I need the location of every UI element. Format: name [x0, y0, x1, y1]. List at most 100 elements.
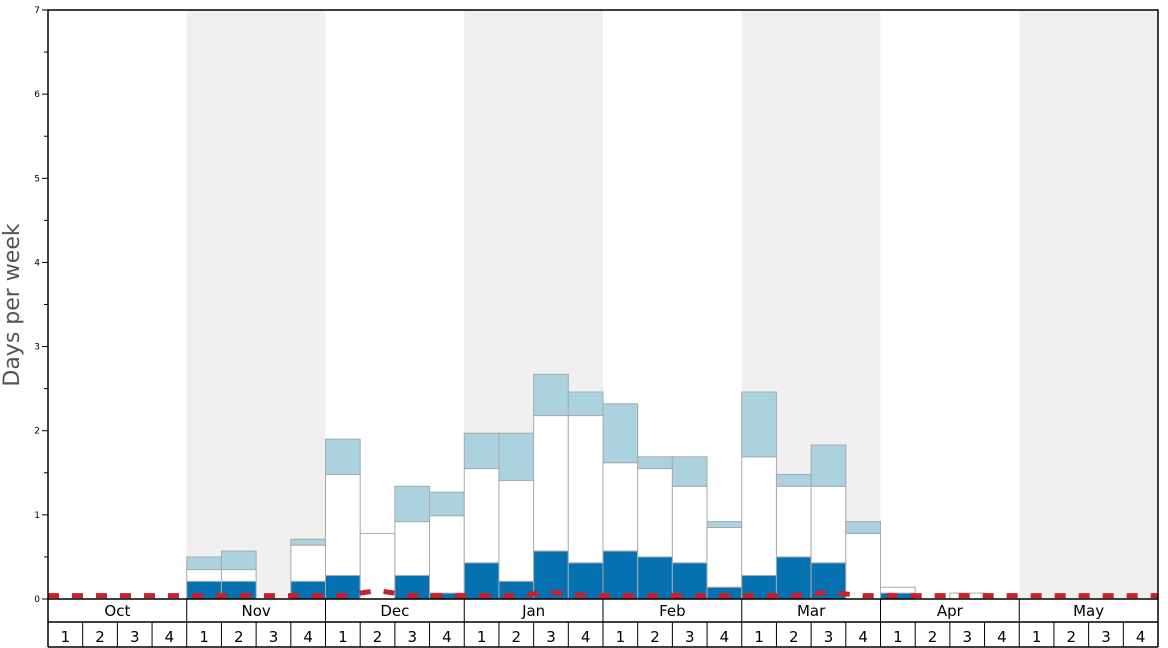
month-band-may — [1019, 10, 1158, 599]
y-tick-label: 6 — [34, 90, 40, 100]
week-label: 2 — [234, 628, 244, 646]
week-label: 1 — [338, 628, 348, 646]
week-label: 4 — [1136, 628, 1146, 646]
y-tick-label: 3 — [34, 343, 40, 353]
bar-week-9-white — [325, 473, 361, 576]
month-band-nov — [186, 10, 326, 599]
month-label-dec: Dec — [380, 602, 409, 620]
week-label: 3 — [269, 628, 279, 646]
average-line — [48, 588, 1158, 599]
bar-week-17-white — [602, 462, 639, 552]
week-label: 2 — [789, 628, 799, 646]
bars-layer — [186, 373, 986, 600]
week-label: 4 — [720, 628, 730, 646]
bar-week-13-white — [463, 468, 500, 564]
week-label: 2 — [373, 628, 383, 646]
bar-week-23-light — [810, 444, 847, 487]
week-label: 3 — [407, 628, 417, 646]
bar-week-24-white — [845, 532, 881, 600]
month-label-nov: Nov — [241, 602, 270, 620]
week-label: 3 — [1101, 628, 1111, 646]
bar-week-19-white — [671, 485, 708, 564]
week-label: 3 — [962, 628, 972, 646]
week-label: 4 — [442, 628, 452, 646]
y-axis-label: Days per week — [0, 223, 25, 386]
week-label: 4 — [997, 628, 1007, 646]
bar-week-10-white — [359, 532, 396, 600]
week-label: 4 — [165, 628, 175, 646]
bar-week-25-dark — [880, 592, 916, 600]
bar-week-17-dark — [602, 550, 639, 600]
y-axis: 0 1 2 3 4 5 6 7 — [34, 6, 48, 605]
week-label: 1 — [199, 628, 209, 646]
bar-week-21-light — [741, 391, 777, 458]
bar-week-15-white — [533, 415, 569, 552]
bar-week-24-light — [845, 521, 881, 534]
bar-week-14-light — [498, 432, 535, 481]
bar-week-11-light — [394, 485, 431, 523]
y-tick-label: 5 — [34, 174, 40, 184]
week-label: 1 — [616, 628, 626, 646]
week-label: 1 — [61, 628, 71, 646]
average-line-layer — [48, 588, 1158, 599]
bar-week-22-dark — [775, 556, 812, 600]
month-label-may: May — [1073, 602, 1104, 620]
month-label-oct: Oct — [104, 602, 130, 620]
week-label: 3 — [546, 628, 556, 646]
bar-week-9-light — [325, 438, 361, 475]
bar-week-18-light — [637, 456, 673, 470]
bar-week-12-light — [429, 491, 465, 517]
week-label: 1 — [1032, 628, 1042, 646]
week-label: 2 — [95, 628, 105, 646]
bar-week-13-light — [463, 432, 500, 470]
week-label: 1 — [754, 628, 764, 646]
bar-week-8-light — [290, 538, 326, 546]
bar-week-22-white — [775, 485, 812, 558]
week-label: 3 — [130, 628, 140, 646]
bar-week-6-white — [220, 569, 257, 582]
week-label: 2 — [512, 628, 522, 646]
bar-week-18-dark — [637, 556, 673, 600]
y-tick-label: 7 — [34, 6, 40, 16]
bar-week-20-light — [706, 521, 743, 528]
y-tick-label: 1 — [34, 511, 40, 521]
bar-week-23-white — [810, 485, 847, 564]
bar-week-8-white — [290, 544, 326, 582]
bar-week-22-light — [775, 473, 812, 487]
week-label: 3 — [685, 628, 695, 646]
bar-week-19-light — [671, 456, 708, 487]
bar-week-6-light — [220, 550, 257, 571]
bar-week-5-light — [186, 556, 222, 571]
week-label: 2 — [1067, 628, 1077, 646]
week-label: 4 — [858, 628, 868, 646]
month-label-jan: Jan — [521, 602, 545, 620]
bar-week-18-white — [637, 468, 673, 558]
week-label: 1 — [893, 628, 903, 646]
bar-week-5-white — [186, 569, 222, 582]
week-label: 2 — [650, 628, 660, 646]
bar-week-20-white — [706, 526, 743, 588]
month-label-apr: Apr — [937, 602, 964, 620]
month-label-feb: Feb — [659, 602, 686, 620]
bar-week-17-light — [602, 403, 639, 464]
week-label: 2 — [928, 628, 938, 646]
y-tick-label: 4 — [34, 258, 40, 268]
bar-week-25-white — [880, 586, 916, 594]
plot-frame — [47, 9, 1159, 600]
y-tick-label: 0 — [34, 595, 40, 605]
month-bands — [186, 10, 1158, 599]
bar-week-21-white — [741, 456, 777, 576]
week-label: 3 — [824, 628, 834, 646]
y-tick-label: 2 — [34, 427, 40, 437]
bar-week-16-light — [567, 391, 604, 417]
week-label: 1 — [477, 628, 487, 646]
x-axis: Oct 1 2 3 4 Nov 1 2 3 4 Dec 1 2 3 4 Jan 1 2 3 4 Feb 1 2 3 4 Mar 1 2… — [47, 599, 1159, 648]
bar-week-16-white — [567, 415, 604, 564]
bar-week-11-white — [394, 521, 431, 576]
month-label-mar: Mar — [797, 602, 826, 620]
week-label: 4 — [581, 628, 591, 646]
bar-week-12-white — [429, 515, 465, 594]
bar-week-15-light — [533, 373, 569, 417]
bar-week-14-white — [498, 479, 535, 582]
